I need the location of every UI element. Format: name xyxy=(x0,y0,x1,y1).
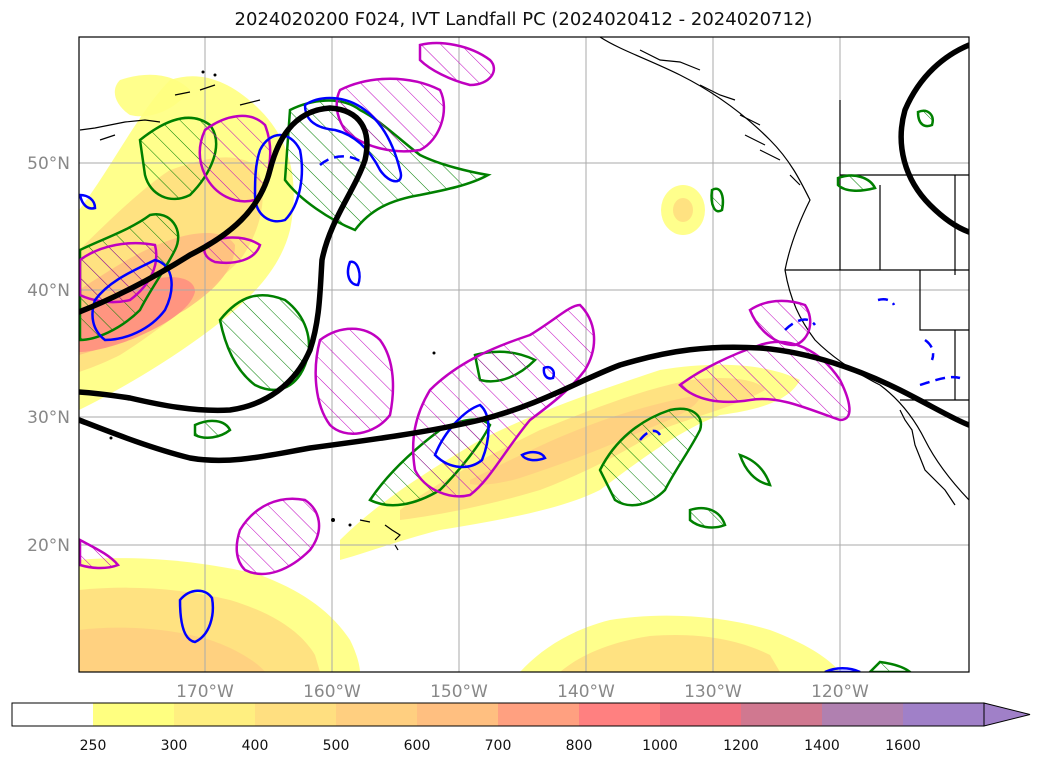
colorbar-tick-label: 1400 xyxy=(804,738,840,754)
colorbar-tick-label: 500 xyxy=(323,738,350,754)
colorbar-tick-label: 300 xyxy=(161,738,188,754)
latitude-labels: 50°N 40°N 30°N 20°N xyxy=(27,154,70,556)
colorbar-extend-arrow xyxy=(983,702,1031,727)
colorbar-tick-label: 800 xyxy=(566,738,593,754)
lat-label: 20°N xyxy=(27,536,70,556)
lon-label: 160°W xyxy=(303,682,361,702)
colorbar xyxy=(11,702,1031,727)
lon-label: 130°W xyxy=(684,682,742,702)
colorbar-segment xyxy=(417,703,498,726)
colorbar-segment xyxy=(660,703,741,726)
colorbar-segment xyxy=(255,703,336,726)
map-frame xyxy=(78,36,970,673)
colorbar-segment xyxy=(903,703,984,726)
blue-dashed-contours xyxy=(319,155,961,441)
colorbar-segment xyxy=(741,703,822,726)
lon-label: 140°W xyxy=(557,682,615,702)
figure-title: 2024020200 F024, IVT Landfall PC (202402… xyxy=(234,9,813,30)
colorbar-tick-label: 1200 xyxy=(723,738,759,754)
ivt-pc-lines xyxy=(79,42,969,464)
longitude-labels: 170°W 160°W 150°W 140°W 130°W 120°W xyxy=(176,682,869,702)
colorbar-labels: 250 300 400 500 600 700 800 1000 1200 14… xyxy=(80,738,921,754)
colorbar-frame xyxy=(11,702,985,727)
colorbar-segment xyxy=(498,703,579,726)
colorbar-tick-label: 1000 xyxy=(642,738,678,754)
colorbar-segment xyxy=(174,703,255,726)
colorbar-tick-label: 1600 xyxy=(885,738,921,754)
colorbar-segment xyxy=(822,703,903,726)
lon-label: 170°W xyxy=(176,682,234,702)
lon-label: 120°W xyxy=(811,682,869,702)
blue-contours xyxy=(79,96,861,672)
lon-label: 150°W xyxy=(430,682,488,702)
colorbar-segment xyxy=(579,703,660,726)
colorbar-tick-label: 250 xyxy=(80,738,107,754)
lat-label: 40°N xyxy=(27,281,70,301)
lat-label: 30°N xyxy=(27,408,70,428)
colorbar-tick-label: 400 xyxy=(242,738,269,754)
colorbar-segment xyxy=(12,703,93,726)
colorbar-tick-label: 600 xyxy=(404,738,431,754)
colorbar-tick-label: 700 xyxy=(485,738,512,754)
lat-label: 50°N xyxy=(27,154,70,174)
colorbar-segment xyxy=(336,703,417,726)
colorbar-segment xyxy=(93,703,174,726)
islands xyxy=(109,70,436,527)
